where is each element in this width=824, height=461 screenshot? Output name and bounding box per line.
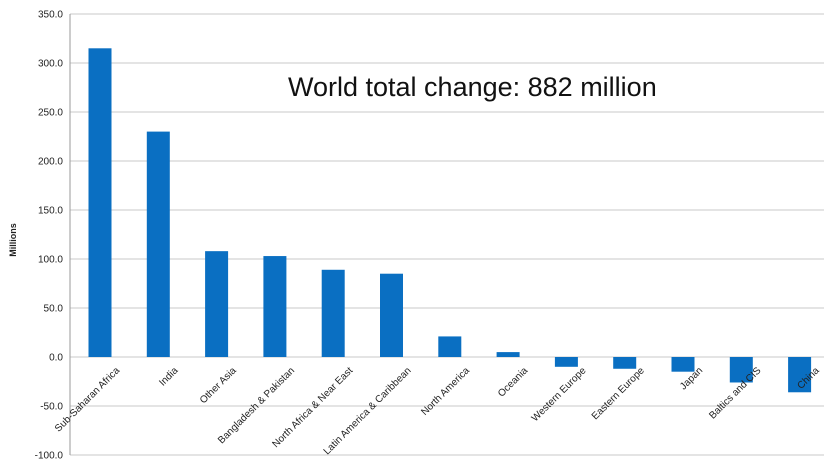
y-tick-label: 100.0: [38, 255, 63, 266]
y-tick-label: 50.0: [44, 304, 64, 315]
bar: [321, 269, 345, 357]
gridlines: [69, 13, 824, 456]
x-category-label: Western Europe: [530, 365, 589, 424]
y-axis-title: Millions: [8, 223, 18, 257]
x-axis-category-labels: Sub-Saharan Africa India Other AsiaBanglad…: [53, 365, 822, 457]
bar: [496, 352, 520, 357]
y-tick-label: 0.0: [49, 353, 63, 364]
bar: [88, 48, 112, 358]
x-category-label: Oceania: [496, 365, 530, 399]
bar: [146, 131, 170, 357]
bar: [671, 357, 695, 372]
bar: [205, 251, 229, 357]
y-tick-label: -100.0: [35, 451, 64, 461]
bar: [729, 357, 753, 383]
bar: [613, 357, 637, 369]
y-tick-label: 350.0: [38, 10, 63, 21]
y-tick-label: 150.0: [38, 206, 63, 217]
bar: [438, 336, 462, 357]
y-tick-label: 300.0: [38, 59, 63, 70]
y-tick-label: -50.0: [40, 402, 63, 413]
y-tick-label: 200.0: [38, 157, 63, 168]
x-category-label: Other Asia: [198, 365, 239, 406]
x-category-label: Sub-Saharan Africa: [53, 365, 122, 434]
x-category-label: India: [157, 365, 180, 388]
x-category-label: Eastern Europe: [590, 365, 647, 422]
bar: [788, 357, 812, 393]
bar: [380, 273, 403, 357]
x-category-label: North America: [419, 365, 472, 418]
y-axis-ticks: 350.0 300.0 250.0 200.0 150.0 100.0 50.0 0.0 -50…: [35, 10, 64, 461]
y-tick-label: 250.0: [38, 108, 63, 119]
bar: [554, 357, 578, 367]
bars: [88, 48, 812, 393]
bar: [263, 256, 287, 357]
world-total-annotation: World total change: 882 million: [288, 72, 657, 102]
